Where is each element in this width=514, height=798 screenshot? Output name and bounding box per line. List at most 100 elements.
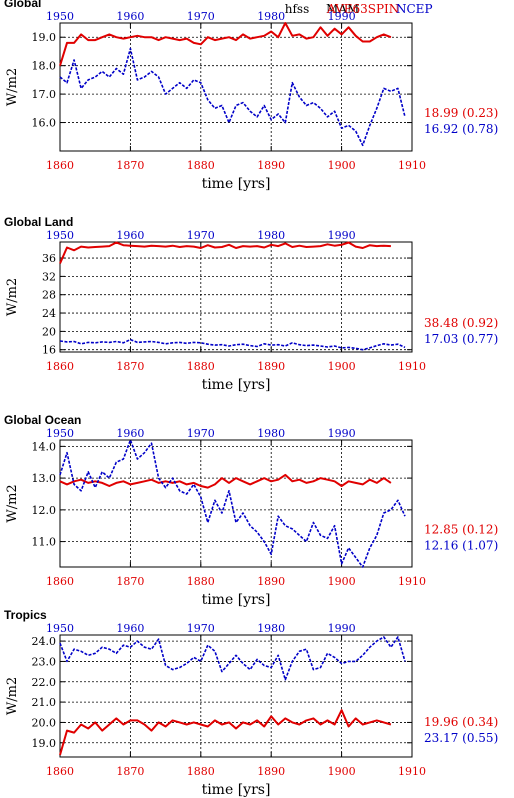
- y-tick-label: 28: [42, 289, 56, 302]
- y-axis-label: W/m2: [5, 677, 20, 715]
- top-x-tick-label: 1970: [187, 229, 215, 242]
- x-tick-label: 1890: [257, 159, 285, 172]
- y-tick-label: 19.0: [32, 31, 57, 44]
- series-line-run: [59, 473, 392, 489]
- chart-panels: Global 16.0 17.0 18.0 19.0 1860 1870 1880 1890 19…: [4, 0, 498, 798]
- top-x-tick-label: 1960: [116, 427, 144, 440]
- chart-panel-4: Tropics 19.0 20.0 21.0 22.0 23.0 24.0 1860 1870 1…: [4, 608, 498, 798]
- series-stat-obs: 12.16 (1.07): [424, 539, 498, 553]
- x-tick-label: 1890: [257, 575, 285, 588]
- y-tick-label: 14.0: [32, 440, 57, 453]
- top-x-tick-label: 1950: [46, 622, 74, 635]
- y-tick-label: 23.0: [32, 655, 57, 668]
- y-tick-label: 18.0: [32, 60, 57, 73]
- top-x-tick-label: 1960: [116, 622, 144, 635]
- series-line-run: [59, 241, 391, 264]
- x-axis-label: time [yrs]: [202, 176, 271, 192]
- y-tick-label: 12.0: [32, 504, 57, 517]
- x-tick-label: 1860: [46, 159, 74, 172]
- top-x-tick-label: 1980: [257, 427, 285, 440]
- x-tick-label: 1910: [398, 765, 426, 778]
- y-tick-label: 16: [42, 344, 56, 357]
- series-stat-obs: 23.17 (0.55): [424, 731, 498, 745]
- top-x-tick-label: 1960: [116, 229, 144, 242]
- y-tick-label: 11.0: [32, 536, 57, 549]
- series-line-run: [59, 22, 392, 66]
- x-tick-label: 1870: [116, 575, 144, 588]
- header-season: MAM: [326, 2, 359, 16]
- y-tick-label: 32: [42, 270, 56, 283]
- top-x-tick-label: 1970: [187, 427, 215, 440]
- x-axis-label: time [yrs]: [202, 592, 271, 608]
- top-x-tick-label: 1970: [187, 622, 215, 635]
- x-tick-label: 1910: [398, 575, 426, 588]
- plot-frame: [59, 22, 413, 152]
- top-x-tick-label: 1950: [46, 10, 74, 23]
- top-x-tick-label: 1980: [257, 622, 285, 635]
- top-x-tick-label: 1980: [257, 10, 285, 23]
- panel-title: Tropics: [4, 608, 47, 622]
- x-tick-label: 1910: [398, 360, 426, 373]
- x-tick-label: 1900: [328, 360, 356, 373]
- y-tick-label: 20: [42, 325, 56, 338]
- x-tick-label: 1880: [187, 575, 215, 588]
- x-tick-label: 1890: [257, 360, 285, 373]
- plot-frame: [59, 439, 413, 568]
- y-tick-label: 36: [42, 252, 56, 265]
- y-axis-label: W/m2: [5, 484, 20, 522]
- x-tick-label: 1910: [398, 159, 426, 172]
- top-x-tick-label: 1950: [46, 229, 74, 242]
- top-x-tick-label: 1960: [116, 10, 144, 23]
- x-tick-label: 1860: [46, 765, 74, 778]
- y-tick-label: 22.0: [32, 676, 57, 689]
- plot-frame: [59, 634, 413, 758]
- top-x-tick-label: 1990: [328, 427, 356, 440]
- x-axis-label: time [yrs]: [202, 782, 271, 798]
- x-tick-label: 1880: [187, 765, 215, 778]
- chart-panel-2: Global Land 16 20 24 28 32 36 1860 1870 1880 1890 1…: [4, 215, 498, 393]
- series-stat-run: 12.85 (0.12): [424, 523, 498, 537]
- x-tick-label: 1900: [328, 765, 356, 778]
- series-line-obs: [59, 338, 406, 351]
- x-tick-label: 1880: [187, 360, 215, 373]
- header-variable: hfss: [285, 2, 310, 16]
- y-axis-label: W/m2: [5, 278, 20, 316]
- chart-panel-3: Global Ocean 11.0 12.0 13.0 14.0 1860 1870 1880…: [4, 413, 498, 608]
- chart-panel-1: Global 16.0 17.0 18.0 19.0 1860 1870 1880 1890 19…: [4, 0, 498, 192]
- top-x-tick-label: 1990: [328, 229, 356, 242]
- x-tick-label: 1860: [46, 360, 74, 373]
- x-tick-label: 1880: [187, 159, 215, 172]
- y-tick-label: 21.0: [32, 696, 57, 709]
- x-tick-label: 1900: [328, 575, 356, 588]
- y-tick-label: 13.0: [32, 472, 57, 485]
- series-stat-run: 38.48 (0.92): [424, 316, 498, 330]
- series-stat-obs: 16.92 (0.78): [424, 122, 498, 136]
- x-tick-label: 1890: [257, 765, 285, 778]
- x-tick-label: 1870: [116, 360, 144, 373]
- y-tick-label: 24.0: [32, 635, 57, 648]
- y-axis-label: W/m2: [5, 68, 20, 106]
- x-axis-label: time [yrs]: [202, 377, 271, 393]
- series-stat-obs: 17.03 (0.77): [424, 332, 498, 346]
- y-tick-label: 16.0: [32, 117, 57, 130]
- header-run-label: AVE63SPIN: [326, 2, 399, 16]
- x-tick-label: 1870: [116, 765, 144, 778]
- y-tick-label: 24: [42, 307, 56, 320]
- header-obs-label: NCEP: [396, 2, 433, 16]
- y-tick-label: 17.0: [32, 88, 57, 101]
- series-line-run: [59, 709, 392, 756]
- top-x-tick-label: 1950: [46, 427, 74, 440]
- series-line-obs: [59, 47, 406, 147]
- x-tick-label: 1860: [46, 575, 74, 588]
- y-tick-label: 20.0: [32, 716, 57, 729]
- top-x-tick-label: 1990: [328, 10, 356, 23]
- series-stat-run: 19.96 (0.34): [424, 715, 498, 729]
- top-x-tick-label: 1970: [187, 10, 215, 23]
- series-line-obs: [59, 636, 406, 681]
- panel-title: Global Land: [4, 215, 73, 229]
- top-x-tick-label: 1980: [257, 229, 285, 242]
- panel-title: Global Ocean: [4, 413, 81, 427]
- x-tick-label: 1900: [328, 159, 356, 172]
- series-stat-run: 18.99 (0.23): [424, 106, 498, 120]
